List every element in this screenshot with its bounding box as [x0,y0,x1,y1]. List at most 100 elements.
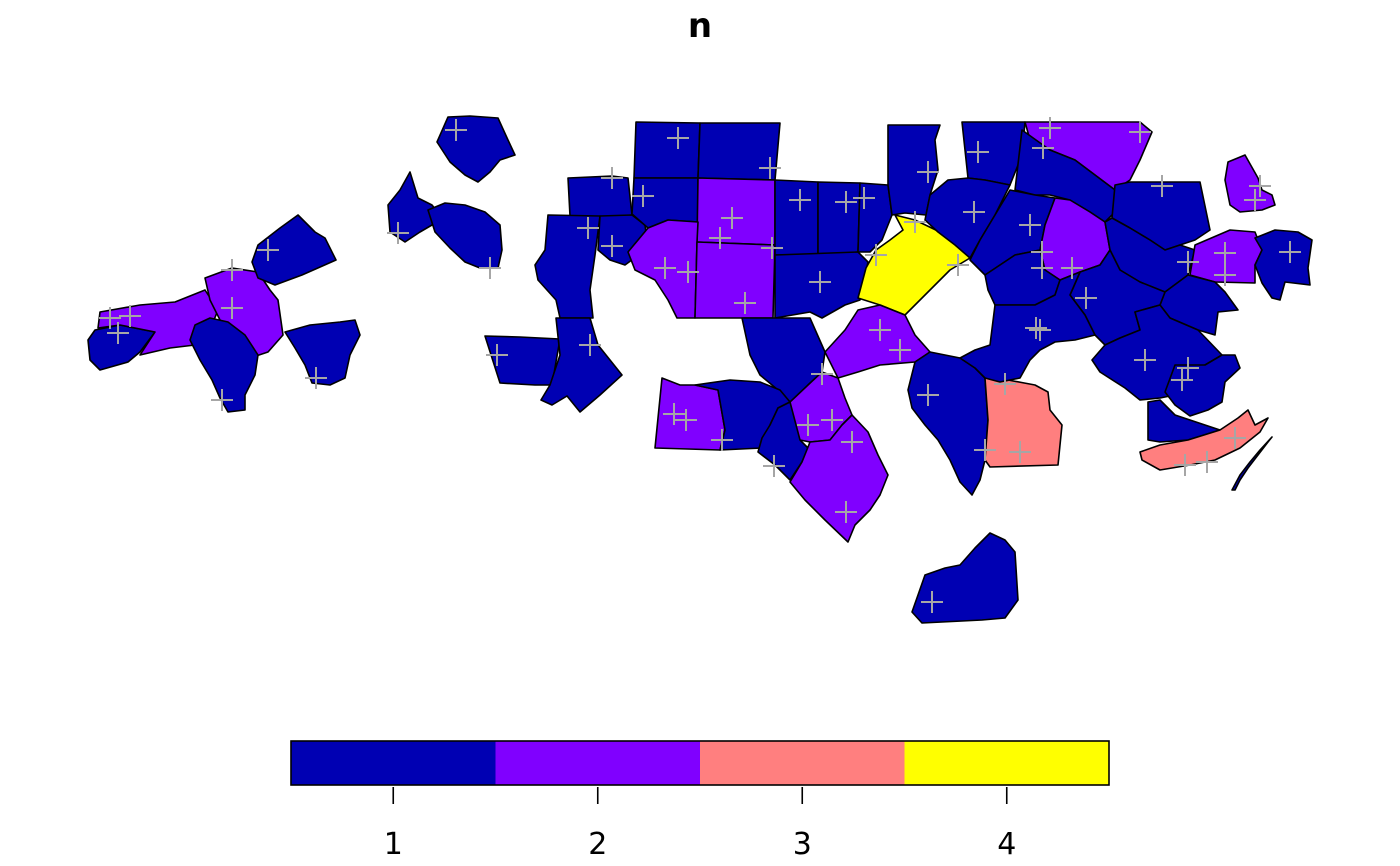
centroid-markers [99,117,1301,613]
region [427,202,503,269]
centroid-marker [917,161,939,183]
legend-tick-label: 4 [997,827,1016,862]
centroid-marker [1129,121,1151,143]
centroid-marker [1174,454,1196,476]
region [436,115,516,183]
centroid-marker [1029,319,1051,341]
centroid-marker [221,259,243,281]
centroid-marker [947,254,969,276]
centroid-marker [257,239,279,261]
centroid-marker [721,207,743,229]
centroid-marker [967,141,989,163]
region [567,175,633,219]
centroid-marker [1171,369,1193,391]
centroid-marker [579,334,601,356]
legend-tick-label: 1 [384,827,403,862]
centroid-marker [1134,349,1156,371]
region [540,317,623,413]
region [284,319,361,386]
centroid-marker [889,339,911,361]
region [1224,154,1276,213]
centroid-marker [107,322,129,344]
region [1254,229,1313,301]
region [1164,354,1241,417]
centroid-marker [1177,357,1199,379]
region [633,121,701,179]
centroid-marker [811,363,833,385]
centroid-marker [1214,242,1236,264]
centroid-marker [1249,175,1271,197]
region [911,532,1019,624]
legend-swatch [700,741,905,785]
legend-swatch [495,741,700,785]
centroid-marker [809,271,831,293]
legend-swatch [291,741,496,785]
centroid-marker [709,227,731,249]
centroid-marker [835,191,857,213]
centroid-marker [835,501,857,523]
centroid-marker [974,439,996,461]
region [774,251,869,319]
region [817,181,861,256]
centroid-marker [632,185,654,207]
centroid-marker [841,431,863,453]
legend-swatch [904,741,1109,785]
region [757,401,809,481]
region [697,122,781,181]
region [694,241,776,319]
centroid-marker [221,297,243,319]
region [189,317,259,413]
centroid-marker [577,217,599,239]
centroid-marker [601,167,623,189]
region [789,414,889,543]
centroid-marker [853,187,875,209]
region [774,179,819,256]
centroid-marker [445,119,467,141]
centroid-marker [675,409,697,431]
centroid-marker [869,319,891,341]
centroid-marker [994,373,1016,395]
centroid-marker [1214,264,1236,286]
region [387,171,441,243]
centroid-marker [1025,317,1047,339]
centroid-marker [663,403,685,425]
centroid-marker [1075,287,1097,309]
centroid-marker [211,389,233,411]
centroid-marker [654,257,676,279]
region [984,377,1063,468]
centroid-marker [479,257,501,279]
legend-tick-label: 2 [588,827,607,862]
centroid-marker [1039,117,1061,139]
centroid-marker [763,455,785,477]
centroid-marker [865,244,887,266]
region [204,267,284,359]
region [696,177,776,246]
centroid-marker [119,305,141,327]
centroid-marker [305,367,327,389]
map-title: n [688,6,712,46]
legend: 1 2 3 4 [290,740,1110,862]
centroid-marker [904,211,926,233]
centroid-marker [921,591,943,613]
region [87,324,156,371]
centroid-marker [963,201,985,223]
centroid-marker [387,222,409,244]
centroid-marker [917,384,939,406]
centroid-marker [761,237,783,259]
centroid-marker [1061,257,1083,279]
centroid-marker [1224,427,1246,449]
region [824,304,931,379]
region [1091,304,1223,401]
centroid-marker [1009,441,1031,463]
region [534,214,601,319]
centroid-marker [1177,251,1199,273]
centroid-marker [1279,241,1301,263]
region [907,351,989,496]
centroid-marker [1196,451,1218,473]
centroid-marker [789,189,811,211]
centroid-marker [734,292,756,314]
centroid-marker [711,429,733,451]
region [1231,436,1273,491]
region [251,214,337,286]
